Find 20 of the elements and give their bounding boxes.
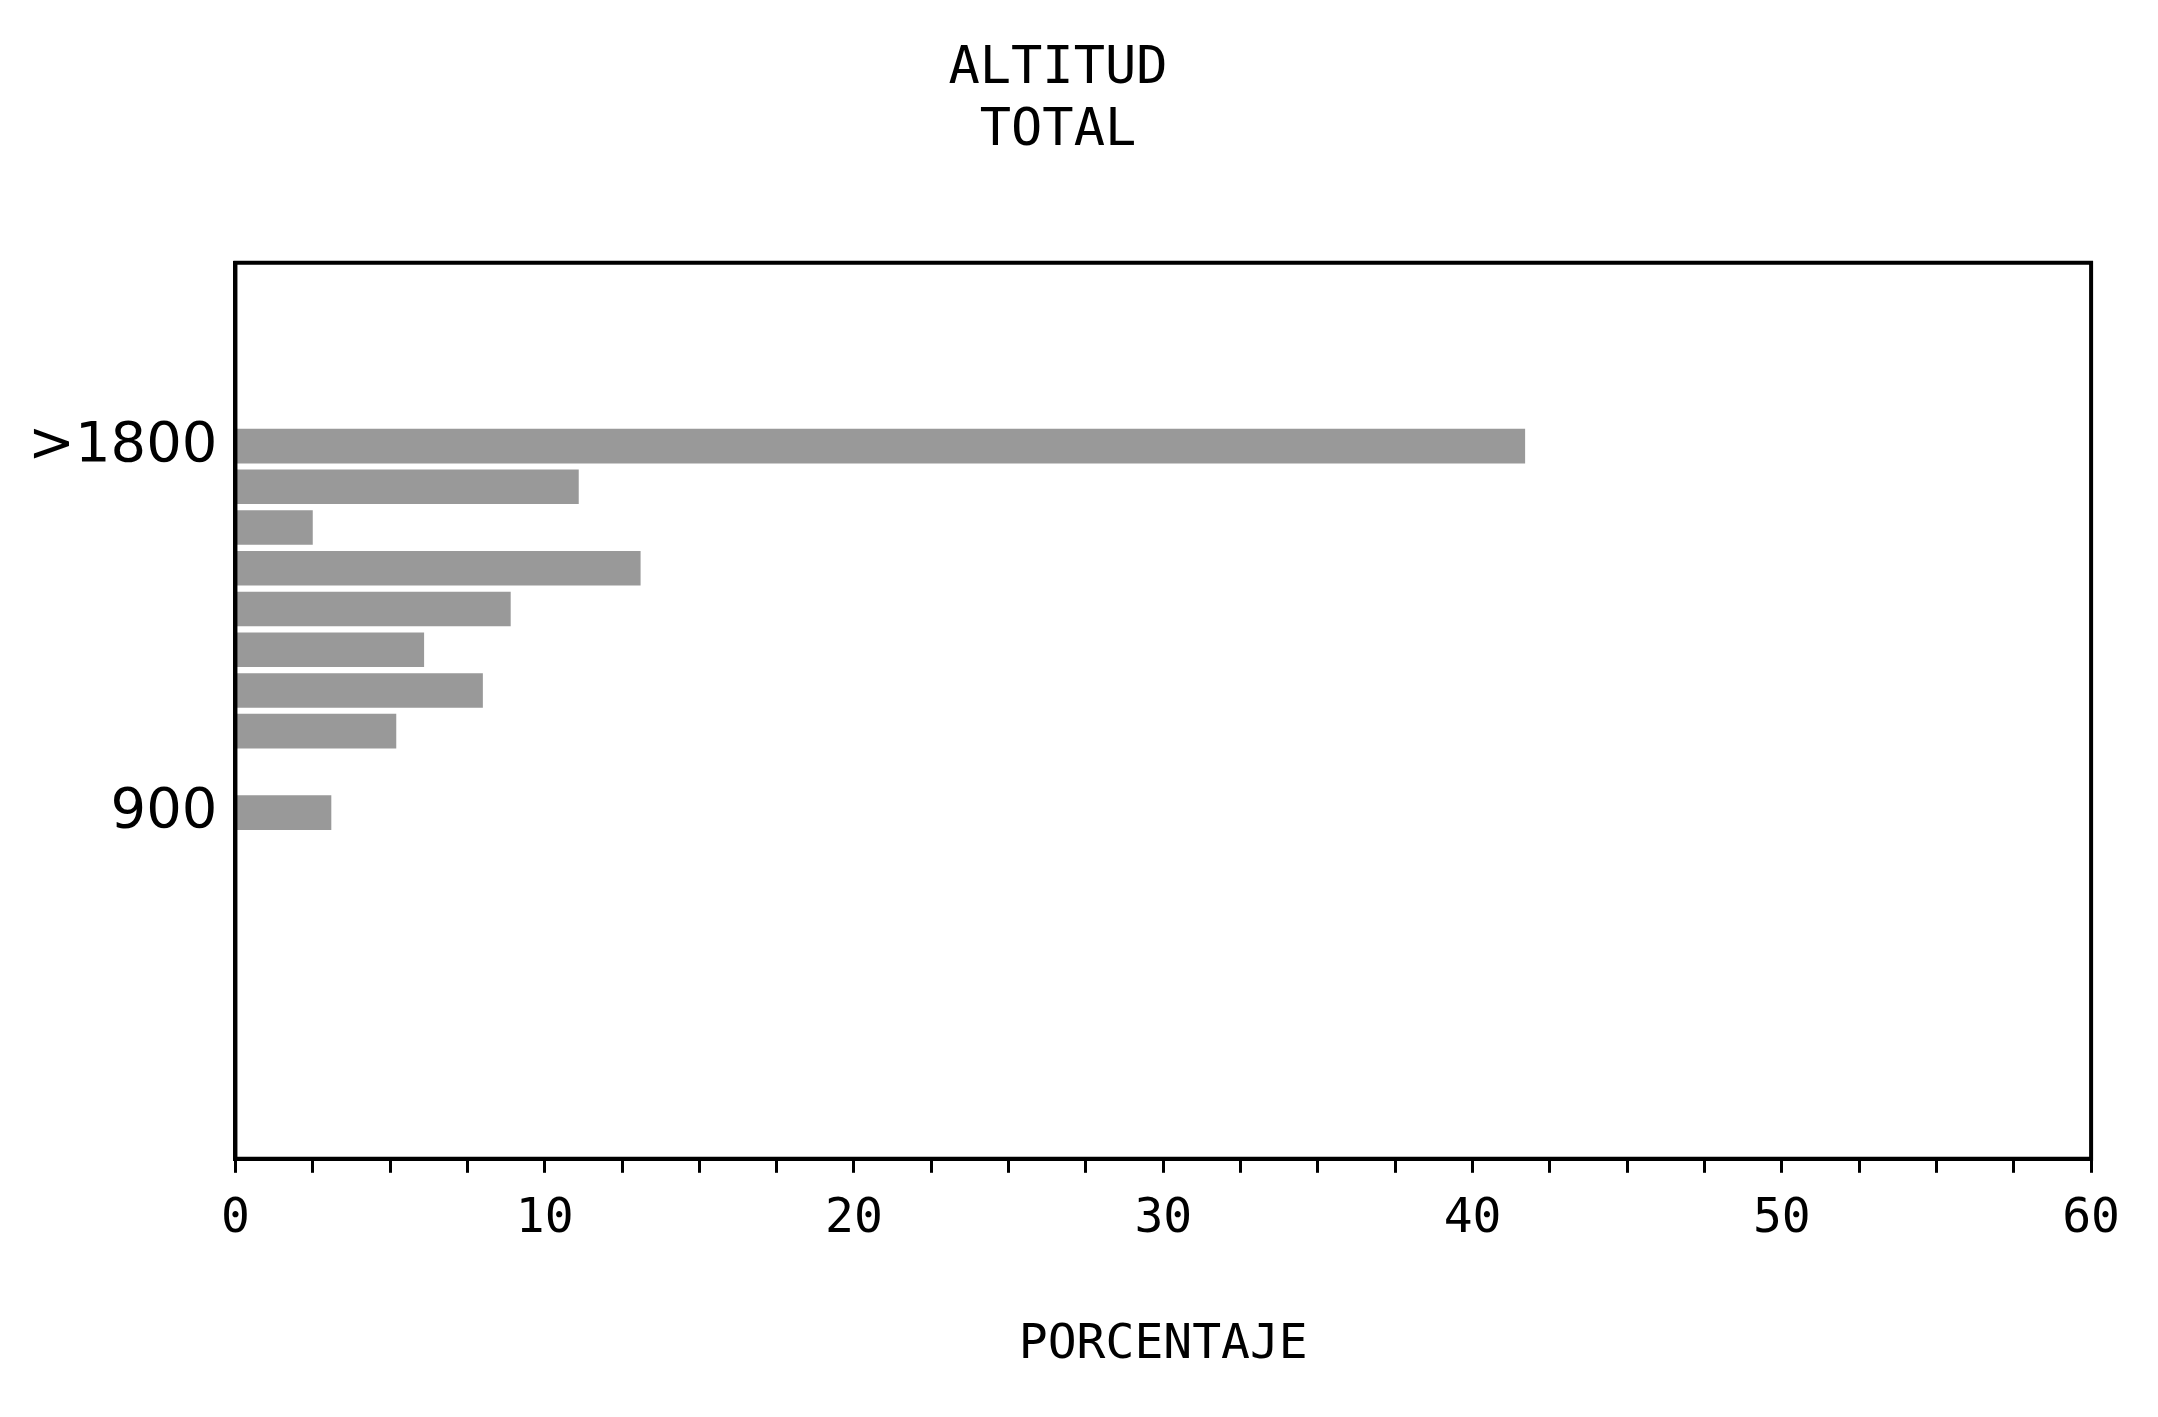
chart-title: ALTITUD TOTAL: [948, 34, 1168, 158]
bar: [236, 795, 332, 830]
bar: [236, 510, 313, 545]
bar: [236, 673, 483, 708]
y-tick-label: >1800: [28, 408, 218, 474]
bar: [236, 550, 641, 586]
bar: [236, 713, 397, 749]
y-tick-label: 900: [110, 775, 218, 841]
x-tick-label: 0: [220, 1187, 250, 1244]
x-tick-label: 20: [825, 1187, 883, 1244]
x-tick-label: 10: [515, 1187, 574, 1244]
bar: [236, 428, 1526, 464]
x-axis-title: PORCENTAJE: [1018, 1312, 1308, 1369]
bar: [236, 591, 511, 627]
bar: [236, 632, 425, 668]
x-tick-label: 50: [1752, 1187, 1811, 1244]
x-tick-label: 30: [1134, 1187, 1193, 1244]
x-tick-label: 60: [2062, 1187, 2120, 1244]
bar: [236, 469, 579, 505]
x-tick-label: 40: [1443, 1187, 1502, 1244]
